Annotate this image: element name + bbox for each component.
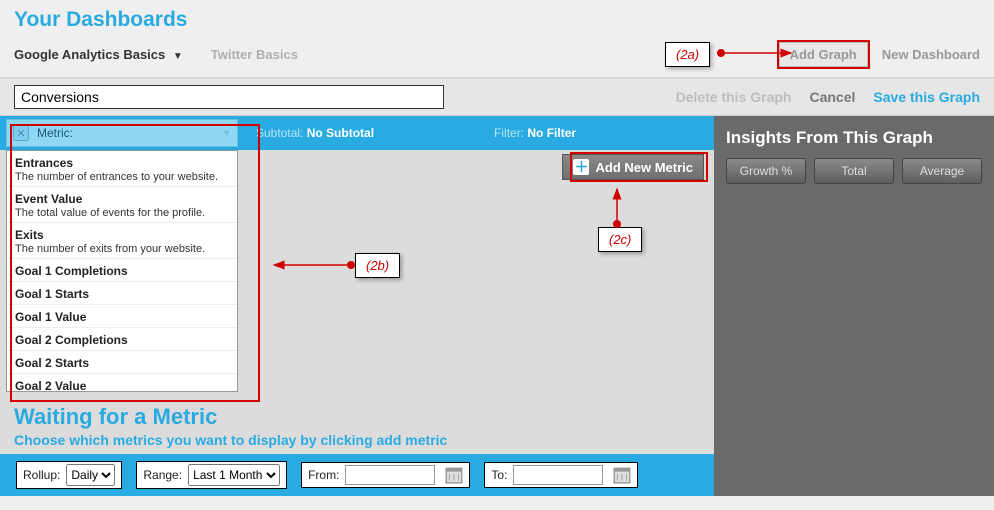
metric-option-title: Goal 1 Completions [15, 264, 229, 278]
metric-option[interactable]: Goal 2 Value [7, 373, 237, 392]
filter-value[interactable]: No Filter [527, 126, 576, 140]
metric-option-desc: The number of entrances to your website. [15, 171, 229, 183]
dashboard-tabs: Google Analytics Basics ▼ Twitter Basics… [0, 36, 994, 79]
chevron-down-icon: ▼ [222, 128, 231, 138]
page-title: Your Dashboards [14, 8, 980, 32]
metric-option[interactable]: Event ValueThe total value of events for… [7, 186, 237, 222]
callout-2c: (2c) [598, 227, 642, 252]
filter-label: Filter: [494, 126, 524, 140]
metric-option-title: Event Value [15, 192, 229, 206]
metric-option[interactable]: Goal 1 Starts [7, 281, 237, 304]
metric-option-desc: The number of exits from your website. [15, 243, 229, 255]
calendar-icon[interactable] [613, 466, 631, 484]
metric-option[interactable]: ExitsThe number of exits from your websi… [7, 222, 237, 258]
insight-total-button[interactable]: Total [814, 158, 894, 184]
metric-option-title: Goal 1 Value [15, 310, 229, 324]
add-metric-label: Add New Metric [595, 160, 693, 175]
add-graph-button[interactable]: Add Graph [779, 42, 868, 67]
to-label: To: [491, 468, 507, 482]
from-label: From: [308, 468, 339, 482]
insight-growth-button[interactable]: Growth % [726, 158, 806, 184]
calendar-icon[interactable] [445, 466, 463, 484]
to-date-input[interactable] [513, 465, 603, 485]
metric-dropdown-trigger[interactable]: ✕ Metric: ▼ [6, 119, 238, 147]
metric-option[interactable]: Goal 2 Starts [7, 350, 237, 373]
metric-option[interactable]: Goal 1 Completions [7, 258, 237, 281]
metric-option-title: Entrances [15, 156, 229, 170]
metric-option[interactable]: Goal 2 Completions [7, 327, 237, 350]
graph-name-input[interactable] [14, 85, 444, 109]
insight-average-button[interactable]: Average [902, 158, 982, 184]
control-bar: Rollup: Daily Range: Last 1 Month From: … [0, 454, 714, 496]
metric-option-desc: The total value of events for the profil… [15, 207, 229, 219]
waiting-subtitle: Choose which metrics you want to display… [14, 432, 704, 448]
metric-option-title: Goal 2 Starts [15, 356, 229, 370]
chevron-down-icon: ▼ [173, 51, 183, 62]
graph-toolbar: Delete this Graph Cancel Save this Graph [0, 79, 994, 116]
callout-2a: (2a) [665, 42, 710, 67]
callout-2b: (2b) [355, 253, 400, 278]
range-select[interactable]: Last 1 Month [188, 464, 280, 486]
metric-config-bar: ✕ Metric: ▼ Subtotal: No Subtotal Filter… [0, 116, 714, 150]
subtotal-label: Subtotal: [256, 126, 303, 140]
add-new-metric-button[interactable]: ＋ Add New Metric [562, 154, 704, 180]
insights-title: Insights From This Graph [726, 128, 982, 148]
metric-option[interactable]: EntrancesThe number of entrances to your… [7, 151, 237, 186]
metric-option-title: Exits [15, 228, 229, 242]
metric-dropdown-list[interactable]: EntrancesThe number of entrances to your… [6, 150, 238, 392]
metric-option[interactable]: Goal 1 Value [7, 304, 237, 327]
rollup-select[interactable]: Daily [66, 464, 115, 486]
cancel-link[interactable]: Cancel [809, 89, 855, 105]
from-date-input[interactable] [345, 465, 435, 485]
rollup-label: Rollup: [23, 468, 60, 482]
metric-label: Metric: [37, 126, 73, 140]
metric-option-title: Goal 2 Value [15, 379, 229, 392]
plus-icon: ＋ [573, 159, 589, 175]
dashboard-tab-active[interactable]: Google Analytics Basics ▼ [14, 47, 183, 62]
dashboard-tab-inactive[interactable]: Twitter Basics [211, 47, 298, 62]
insights-panel: Insights From This Graph Growth % Total … [714, 116, 994, 496]
workspace: ✕ Metric: ▼ Subtotal: No Subtotal Filter… [0, 116, 714, 496]
waiting-message: Waiting for a Metric Choose which metric… [14, 404, 704, 448]
range-label: Range: [143, 468, 182, 482]
subtotal-value[interactable]: No Subtotal [307, 126, 374, 140]
metric-option-title: Goal 2 Completions [15, 333, 229, 347]
delete-graph-link[interactable]: Delete this Graph [676, 89, 792, 105]
new-dashboard-link[interactable]: New Dashboard [882, 47, 980, 62]
waiting-title: Waiting for a Metric [14, 404, 704, 430]
close-icon[interactable]: ✕ [13, 125, 29, 141]
dashboard-tab-label: Google Analytics Basics [14, 47, 165, 62]
metric-option-title: Goal 1 Starts [15, 287, 229, 301]
save-graph-link[interactable]: Save this Graph [873, 89, 980, 105]
